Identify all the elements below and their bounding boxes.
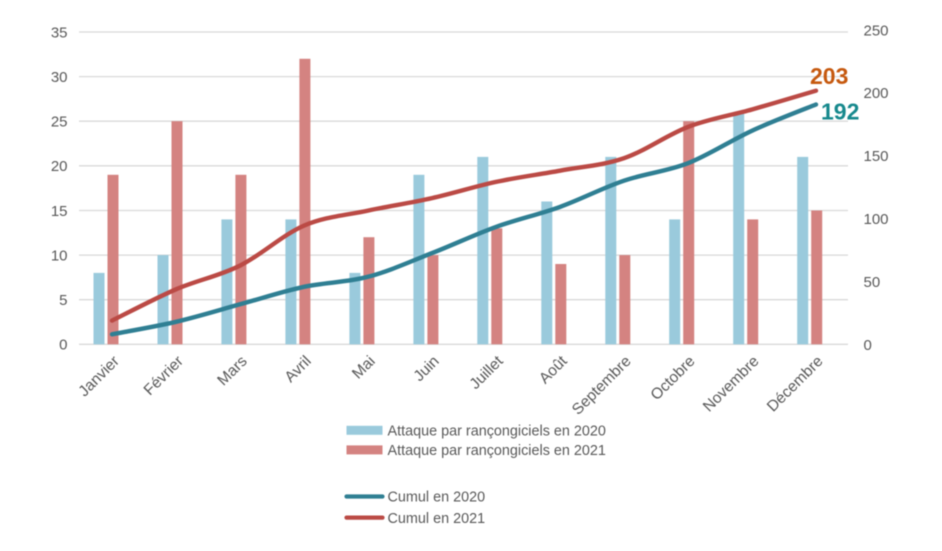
svg-text:Cumul en 2020: Cumul en 2020 bbox=[388, 490, 486, 506]
svg-text:Attaque par rançongiciels en 2: Attaque par rançongiciels en 2020 bbox=[388, 424, 606, 440]
svg-text:15: 15 bbox=[51, 203, 68, 220]
svg-text:100: 100 bbox=[864, 211, 889, 228]
svg-text:10: 10 bbox=[51, 247, 68, 264]
svg-text:35: 35 bbox=[51, 24, 68, 41]
svg-text:25: 25 bbox=[51, 114, 68, 131]
svg-text:5: 5 bbox=[59, 292, 67, 309]
svg-text:250: 250 bbox=[864, 23, 889, 40]
svg-text:20: 20 bbox=[51, 158, 68, 175]
svg-text:150: 150 bbox=[864, 148, 889, 165]
svg-text:192: 192 bbox=[821, 99, 859, 125]
svg-text:200: 200 bbox=[864, 85, 889, 102]
svg-text:30: 30 bbox=[51, 69, 68, 86]
svg-text:50: 50 bbox=[864, 274, 881, 291]
svg-text:0: 0 bbox=[864, 337, 872, 354]
svg-text:Cumul en 2021: Cumul en 2021 bbox=[388, 511, 486, 527]
svg-text:0: 0 bbox=[59, 337, 67, 354]
svg-text:203: 203 bbox=[810, 63, 848, 89]
svg-text:Attaque par rançongiciels en 2: Attaque par rançongiciels en 2021 bbox=[388, 443, 606, 459]
